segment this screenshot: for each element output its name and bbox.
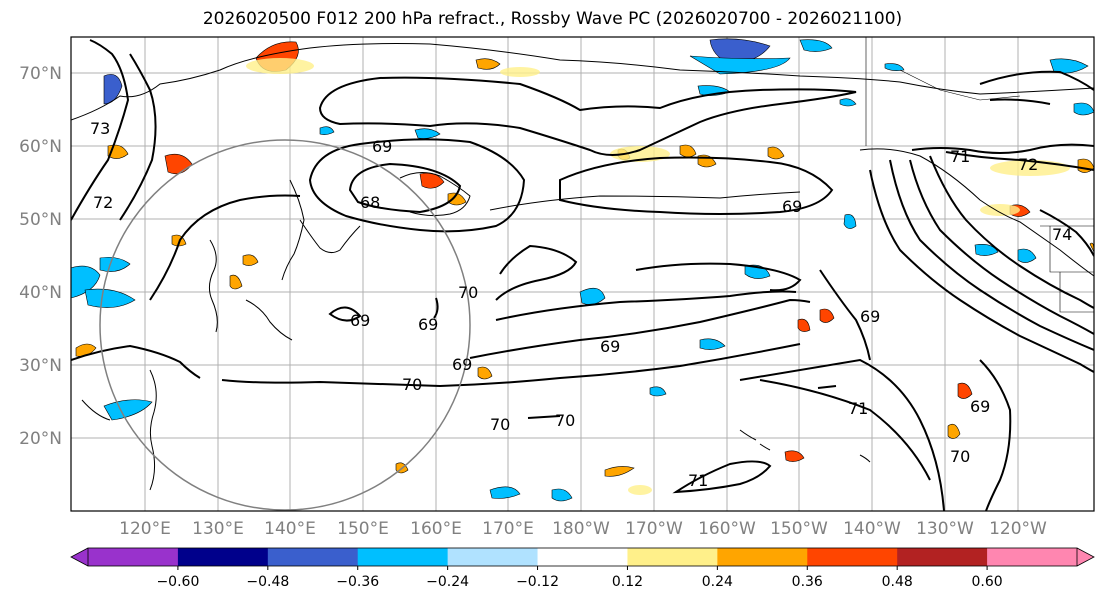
colorbar-segment	[447, 548, 539, 566]
contour-label: 74	[1052, 225, 1072, 244]
lat-tick-label: 70°N	[19, 64, 62, 84]
contour-label: 68	[360, 193, 380, 212]
lon-tick-label: 120°E	[119, 519, 171, 539]
lon-tick-label: 130°E	[192, 519, 244, 539]
contour-label: 69	[782, 197, 802, 216]
lon-tick-label: 160°W	[698, 519, 756, 539]
map-title: 2026020500 F012 200 hPa refract., Rossby…	[202, 9, 903, 29]
contour-label: 69	[452, 355, 472, 374]
colorbar-segment	[177, 548, 269, 566]
contour-label: 69	[600, 337, 620, 356]
colorbar: −0.60 −0.48 −0.36 −0.24 −0.12 0.12 0.24 0.36 0.4…	[70, 547, 1095, 590]
colorbar-segment	[88, 548, 179, 566]
lon-tick-label: 120°W	[989, 519, 1047, 539]
colorbar-tick-label: −0.12	[516, 574, 559, 590]
contour-label: 70	[402, 375, 422, 394]
colorbar-segment	[987, 548, 1078, 566]
colorbar-tick-label: 0.36	[792, 574, 823, 590]
lat-tick-label: 50°N	[19, 210, 62, 230]
colorbar-tick-label: 0.12	[612, 574, 643, 590]
contour-label: 71	[848, 399, 868, 418]
lat-tick-label: 60°N	[19, 137, 62, 157]
colorbar-segment	[717, 548, 808, 566]
colorbar-tick-label: −0.60	[156, 574, 199, 590]
colorbar-tick-label: 0.60	[972, 574, 1003, 590]
contour-label: 69	[970, 397, 990, 416]
contour-label: 70	[490, 415, 510, 434]
contour-label: 72	[1018, 155, 1038, 174]
lon-tick-label: 140°E	[264, 519, 316, 539]
contour-label: 72	[93, 193, 113, 212]
colorbar-segment	[267, 548, 359, 566]
lon-tick-label: 150°E	[337, 519, 389, 539]
lat-tick-label: 30°N	[19, 356, 62, 376]
colorbar-segment	[357, 548, 449, 566]
lon-tick-label: 170°W	[625, 519, 683, 539]
lon-tick-label: 150°W	[770, 519, 828, 539]
negative-anomaly-patches	[71, 38, 1094, 502]
contours	[71, 39, 1094, 511]
influence-circle	[99, 139, 471, 511]
lon-tick-label: 160°E	[410, 519, 462, 539]
coastlines	[71, 43, 1094, 491]
contour-label: 73	[90, 119, 110, 138]
contour-label: 69	[350, 311, 370, 330]
colorbar-segment	[537, 548, 628, 566]
map-area	[71, 37, 1094, 511]
map-frame	[70, 36, 1095, 512]
contour-label: 70	[458, 283, 478, 302]
lon-tick-label: 130°W	[916, 519, 974, 539]
contour-label: 70	[555, 411, 575, 430]
colorbar-extend-min	[71, 548, 88, 566]
colorbar-tick-label: 0.24	[702, 574, 733, 590]
contour-label: 69	[860, 307, 880, 326]
colorbar-tick-label: −0.24	[426, 574, 469, 590]
colorbar-segment	[627, 548, 718, 566]
colorbar-tick-label: −0.36	[336, 574, 379, 590]
longitude-axis: 120°E 130°E 140°E 150°E 160°E 170°E 180°…	[119, 519, 1047, 539]
colorbar-segment	[807, 548, 898, 566]
lon-tick-label: 140°W	[843, 519, 901, 539]
contour-label: 71	[688, 471, 708, 490]
latitude-axis: 70°N 60°N 50°N 40°N 30°N 20°N	[19, 64, 62, 449]
lat-tick-label: 40°N	[19, 283, 62, 303]
lon-tick-label: 180°W	[552, 519, 610, 539]
contour-label: 69	[372, 137, 392, 156]
lon-tick-label: 170°E	[482, 519, 534, 539]
contour-label: 69	[418, 315, 438, 334]
colorbar-tick-label: −0.48	[246, 574, 289, 590]
contour-labels: 69 68 70 69 69 69 70 70 70 69 69 71 71 7…	[90, 119, 1072, 490]
contour-label: 71	[950, 147, 970, 166]
lat-tick-label: 20°N	[19, 429, 62, 449]
colorbar-extend-max	[1077, 548, 1094, 566]
colorbar-tick-label: 0.48	[882, 574, 913, 590]
colorbar-segment	[897, 548, 988, 566]
contour-label: 70	[950, 447, 970, 466]
